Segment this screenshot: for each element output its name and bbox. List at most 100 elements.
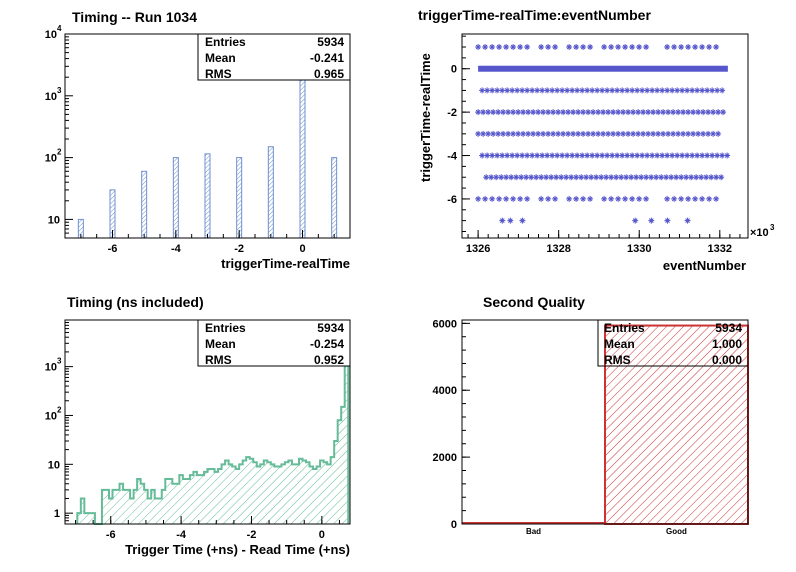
scatter-point [534, 152, 541, 159]
x-multiplier: ×10 [750, 227, 769, 239]
scatter-point [535, 109, 542, 116]
scatter-point [713, 195, 720, 202]
scatter-point [540, 130, 547, 137]
scatter-point [713, 44, 720, 51]
scatter-point [673, 174, 680, 181]
scatter-point [648, 174, 655, 181]
scatter-point [524, 87, 531, 94]
scatter-series [475, 44, 731, 224]
scatter-point [630, 109, 637, 116]
scatter-point [517, 195, 524, 202]
scatter-point [480, 109, 487, 116]
scatter-point [510, 44, 517, 51]
y-tick-exponent: 4 [57, 24, 62, 33]
scatter-point [550, 130, 557, 137]
scatter-point [600, 130, 607, 137]
scatter-point [706, 195, 713, 202]
scatter-point [540, 109, 547, 116]
scatter-point [695, 130, 702, 137]
stats-rms-label: RMS [604, 353, 631, 367]
scatter-point [503, 44, 510, 51]
y-tick-label: 4000 [433, 385, 457, 397]
scatter-point [660, 109, 667, 116]
stats-entries-value: 5934 [317, 35, 344, 49]
scatter-point [543, 174, 550, 181]
scatter-point [529, 87, 536, 94]
histogram-bar [236, 157, 243, 239]
scatter-point [549, 87, 556, 94]
scatter-point [503, 195, 510, 202]
scatter-point [508, 174, 515, 181]
scatter-point [483, 174, 490, 181]
y-tick-label: 10 [45, 410, 57, 422]
scatter-point [505, 109, 512, 116]
y-tick-label: 2000 [433, 452, 457, 464]
scatter-point [524, 44, 531, 51]
scatter-point [485, 109, 492, 116]
scatter-point [528, 174, 535, 181]
scatter-point [710, 109, 717, 116]
stats-frame [197, 33, 351, 81]
scatter-point [605, 130, 612, 137]
scatter-point [564, 87, 571, 94]
scatter-point [608, 195, 615, 202]
scatter-point [610, 109, 617, 116]
scatter-point [665, 109, 672, 116]
scatter-point [552, 195, 559, 202]
panel-scatter: triggerTime-realTime:eventNumber 1326 132… [418, 7, 775, 273]
scatter-point [554, 87, 561, 94]
scatter-point [644, 87, 651, 94]
scatter-point [708, 174, 715, 181]
scatter-point [500, 130, 507, 137]
x-tick-label: 0 [319, 529, 325, 541]
stats-rms-value: 0.000 [712, 353, 742, 367]
scatter-point [569, 152, 576, 159]
scatter-point [688, 174, 695, 181]
scatter-point [605, 109, 612, 116]
scatter-point [655, 109, 662, 116]
scatter-point [568, 174, 575, 181]
scatter-point [503, 174, 510, 181]
scatter-point [509, 87, 516, 94]
scatter-point [587, 44, 594, 51]
scatter-point [703, 174, 710, 181]
scatter-point [695, 109, 702, 116]
scatter-point [664, 87, 671, 94]
scatter-point [643, 174, 650, 181]
scatter-point [565, 130, 572, 137]
scatter-point [574, 87, 581, 94]
scatter-point [515, 109, 522, 116]
scatter-point [604, 152, 611, 159]
scatter-point [620, 130, 627, 137]
x-axis-label: eventNumber [663, 258, 746, 273]
scatter-point [689, 87, 696, 94]
y-tick-label: 10 [45, 362, 57, 374]
scatter-point [489, 87, 496, 94]
scatter-point [550, 109, 557, 116]
scatter-point [615, 44, 622, 51]
scatter-point [485, 130, 492, 137]
y-tick-exponent: 3 [57, 357, 62, 366]
scatter-point [566, 195, 573, 202]
chart-title: Timing (ns included) [67, 294, 204, 310]
scatter-point [629, 87, 636, 94]
scatter-point [574, 152, 581, 159]
stats-rms-value: 0.965 [314, 67, 344, 81]
y-tick-label: 10 [45, 153, 57, 165]
scatter-point [594, 152, 601, 159]
scatter-point [593, 174, 600, 181]
scatter-point [685, 109, 692, 116]
stats-entries-label: Entries [604, 321, 645, 335]
scatter-point [690, 109, 697, 116]
y-tick-label: -6 [447, 194, 457, 206]
scatter-point [630, 130, 637, 137]
scatter-point [719, 152, 726, 159]
scatter-point [618, 174, 625, 181]
scatter-point [638, 174, 645, 181]
y-tick-label: 0 [451, 519, 457, 531]
stats-mean-value: -0.254 [310, 337, 344, 351]
scatter-point [674, 152, 681, 159]
scatter-point [505, 130, 512, 137]
scatter-point [514, 87, 521, 94]
